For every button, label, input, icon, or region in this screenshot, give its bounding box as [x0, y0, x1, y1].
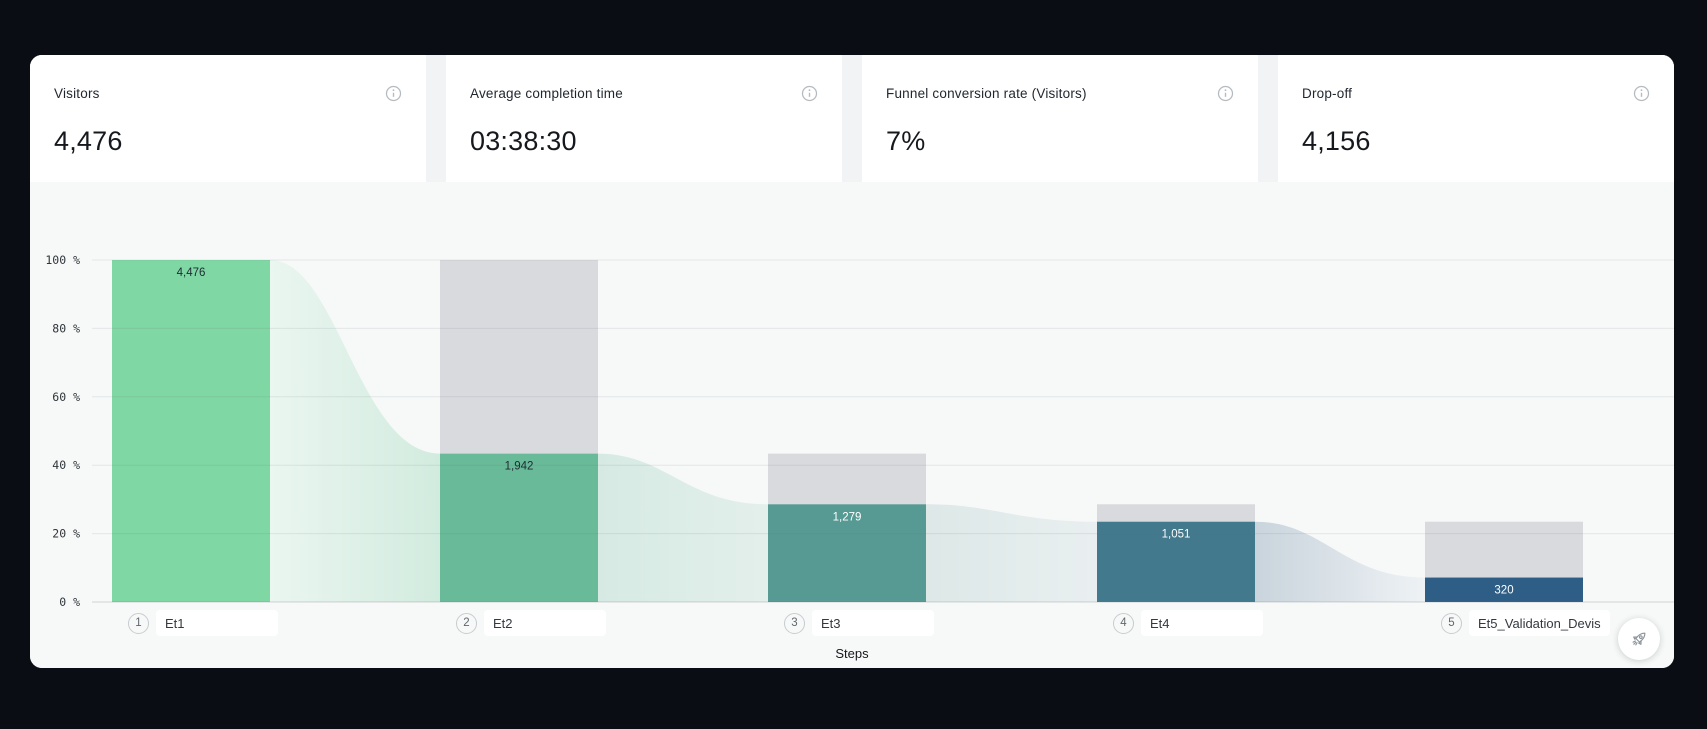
- step-number-badge: 5: [1441, 612, 1462, 634]
- funnel-remainder-step2: [440, 260, 598, 454]
- kpi-row: Visitors 4,476 Average completion time 0…: [30, 55, 1674, 182]
- funnel-value-label: 1,051: [1162, 529, 1191, 541]
- funnel-flow-1: [270, 260, 440, 602]
- funnel-bar-step2[interactable]: [440, 453, 598, 602]
- y-tick-label: 60 %: [52, 390, 80, 404]
- funnel-flow-2: [598, 453, 768, 602]
- funnel-flow-4: [1255, 521, 1425, 602]
- funnel-bar-step4[interactable]: [1097, 521, 1255, 602]
- kpi-label: Drop-off: [1302, 86, 1353, 101]
- funnel-remainder-step4: [1097, 504, 1255, 522]
- kpi-card-visitors: Visitors 4,476: [30, 55, 426, 182]
- step-number-badge: 1: [128, 612, 149, 634]
- x-axis-title: Steps: [835, 646, 869, 661]
- funnel-bar-step1[interactable]: [112, 260, 270, 602]
- step-name-field[interactable]: Et4: [1141, 610, 1263, 636]
- info-icon[interactable]: [1633, 85, 1650, 102]
- funnel-value-label: 4,476: [177, 267, 206, 279]
- rocket-button[interactable]: [1618, 618, 1660, 660]
- y-tick-label: 0 %: [59, 595, 80, 609]
- kpi-label: Average completion time: [470, 86, 623, 101]
- step-label-4: 4 Et4: [1113, 610, 1263, 636]
- funnel-bar-step3[interactable]: [768, 504, 926, 602]
- step-name-field[interactable]: Et2: [484, 610, 606, 636]
- y-tick-label: 40 %: [52, 458, 80, 472]
- funnel-value-label: 320: [1494, 585, 1513, 597]
- step-number-badge: 4: [1113, 612, 1134, 634]
- step-label-1: 1 Et1: [128, 610, 278, 636]
- kpi-card-avg-completion-time: Average completion time 03:38:30: [446, 55, 842, 182]
- y-tick-label: 100 %: [45, 253, 80, 267]
- kpi-label: Visitors: [54, 86, 100, 101]
- kpi-card-drop-off: Drop-off 4,156: [1278, 55, 1674, 182]
- info-icon[interactable]: [1217, 85, 1234, 102]
- kpi-card-conversion-rate: Funnel conversion rate (Visitors) 7%: [862, 55, 1258, 182]
- funnel-remainder-step5: [1425, 521, 1583, 578]
- dashboard-card: Visitors 4,476 Average completion time 0…: [30, 55, 1674, 668]
- step-name-field[interactable]: Et1: [156, 610, 278, 636]
- step-name-field[interactable]: Et5_Validation_Devis: [1469, 610, 1610, 636]
- kpi-label: Funnel conversion rate (Visitors): [886, 86, 1087, 101]
- rocket-icon: [1632, 632, 1646, 646]
- kpi-value: 4,476: [54, 126, 123, 156]
- funnel-remainder-step3: [768, 453, 926, 505]
- kpi-value: 7%: [886, 126, 926, 156]
- funnel-value-label: 1,279: [833, 511, 862, 523]
- funnel-chart: 4,476 1,942 1,279 1,051 320 0 % 20 % 40 % 60 % 80…: [45, 253, 1674, 609]
- y-tick-label: 80 %: [52, 321, 80, 335]
- step-number-badge: 3: [784, 612, 805, 634]
- step-number-badge: 2: [456, 612, 477, 634]
- kpi-value: 4,156: [1302, 126, 1371, 156]
- kpi-value: 03:38:30: [470, 126, 577, 156]
- step-label-2: 2 Et2: [456, 610, 606, 636]
- funnel-value-label: 1,942: [505, 461, 534, 473]
- funnel-flow-3: [926, 504, 1097, 602]
- funnel-chart-area: 4,476 1,942 1,279 1,051 320 0 % 20 % 40 % 60 % 80…: [30, 182, 1674, 668]
- info-icon[interactable]: [385, 85, 402, 102]
- step-label-3: 3 Et3: [784, 610, 934, 636]
- step-name-field[interactable]: Et3: [812, 610, 934, 636]
- step-label-5: 5 Et5_Validation_Devis: [1441, 610, 1610, 636]
- funnel-bar-step5[interactable]: [1425, 577, 1583, 602]
- y-tick-label: 20 %: [52, 527, 80, 541]
- info-icon[interactable]: [801, 85, 818, 102]
